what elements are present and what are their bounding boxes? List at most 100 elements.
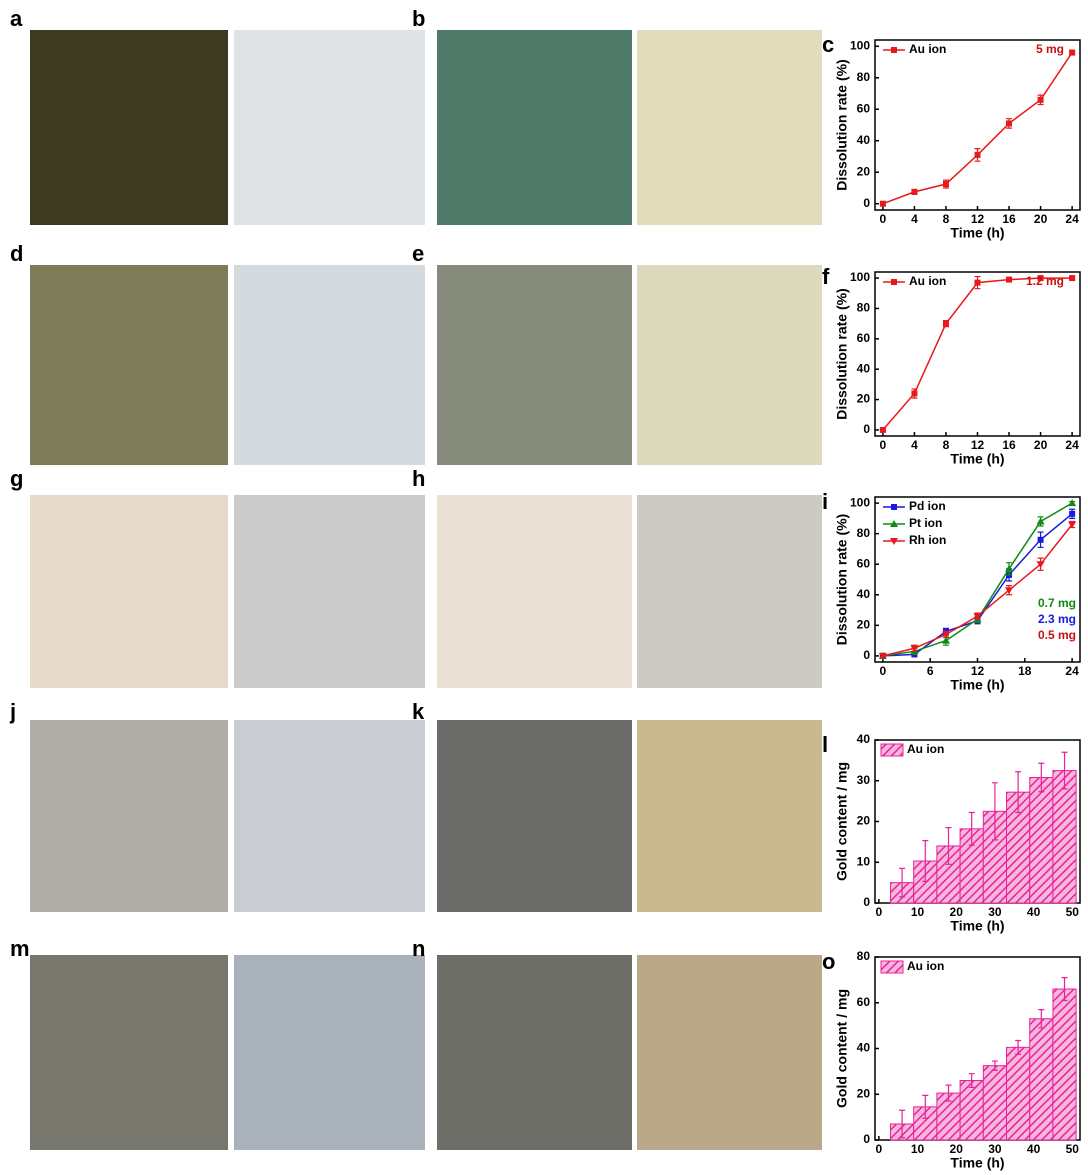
x-tick-label: 4 bbox=[911, 438, 918, 452]
x-tick-label: 8 bbox=[943, 212, 950, 226]
y-tick-label: 0 bbox=[863, 422, 870, 436]
annotation: 0.5 mg bbox=[1038, 628, 1076, 642]
y-tick-label: 60 bbox=[857, 331, 871, 345]
y-tick-label: 20 bbox=[857, 1086, 871, 1100]
photo bbox=[30, 720, 228, 912]
legend-marker bbox=[891, 504, 897, 510]
photo bbox=[437, 30, 632, 225]
legend-swatch bbox=[881, 744, 903, 756]
y-axis-label: Dissolution rate (%) bbox=[834, 59, 850, 190]
marker bbox=[975, 280, 981, 286]
photo bbox=[437, 720, 632, 912]
marker bbox=[1037, 517, 1045, 524]
figure: abdeghjkmnc02040608010004812162024Time (… bbox=[0, 0, 1088, 1175]
y-tick-label: 40 bbox=[857, 1041, 871, 1055]
bar bbox=[1007, 1047, 1030, 1140]
photo bbox=[637, 720, 822, 912]
series-line bbox=[883, 53, 1072, 204]
panel-label: a bbox=[10, 6, 23, 31]
photo bbox=[637, 30, 822, 225]
photo bbox=[437, 955, 632, 1150]
marker bbox=[911, 189, 917, 195]
bar bbox=[1030, 777, 1053, 903]
photo bbox=[234, 265, 425, 465]
y-axis-label: Dissolution rate (%) bbox=[834, 514, 850, 645]
y-tick-label: 30 bbox=[857, 773, 871, 787]
x-axis-label: Time (h) bbox=[950, 677, 1004, 693]
x-tick-label: 20 bbox=[1034, 212, 1048, 226]
photo bbox=[234, 720, 425, 912]
panel-label: e bbox=[412, 241, 424, 266]
x-tick-label: 10 bbox=[911, 1142, 925, 1156]
x-tick-label: 18 bbox=[1018, 664, 1032, 678]
bar bbox=[983, 1066, 1006, 1140]
x-tick-label: 0 bbox=[880, 212, 887, 226]
y-tick-label: 60 bbox=[857, 556, 871, 570]
y-tick-label: 40 bbox=[857, 732, 871, 746]
marker bbox=[880, 427, 886, 433]
y-tick-label: 60 bbox=[857, 101, 871, 115]
y-tick-label: 0 bbox=[863, 895, 870, 909]
panel-label: d bbox=[10, 241, 23, 266]
photo bbox=[637, 265, 822, 465]
panel-label: j bbox=[9, 699, 16, 724]
marker bbox=[1006, 277, 1012, 283]
y-tick-label: 20 bbox=[857, 392, 871, 406]
x-tick-label: 4 bbox=[911, 212, 918, 226]
marker bbox=[1068, 499, 1076, 506]
legend-label: Rh ion bbox=[909, 533, 946, 547]
annotation: 5 mg bbox=[1036, 42, 1064, 56]
marker bbox=[1038, 537, 1044, 543]
bar bbox=[1053, 989, 1076, 1140]
marker bbox=[943, 321, 949, 327]
marker bbox=[1006, 120, 1012, 126]
y-tick-label: 80 bbox=[857, 70, 871, 84]
y-axis-label: Dissolution rate (%) bbox=[834, 288, 850, 419]
bar bbox=[1053, 771, 1076, 903]
x-tick-label: 24 bbox=[1065, 664, 1079, 678]
panel-label: i bbox=[822, 489, 828, 514]
x-tick-label: 0 bbox=[876, 1142, 883, 1156]
x-axis-label: Time (h) bbox=[950, 225, 1004, 241]
photo bbox=[637, 955, 822, 1150]
y-tick-label: 10 bbox=[857, 854, 871, 868]
y-tick-label: 100 bbox=[850, 270, 870, 284]
legend-label: Pd ion bbox=[909, 499, 946, 513]
y-tick-label: 20 bbox=[857, 164, 871, 178]
y-axis-label: Gold content / mg bbox=[834, 762, 850, 881]
legend-marker bbox=[891, 279, 897, 285]
plot-frame bbox=[875, 40, 1080, 210]
y-tick-label: 80 bbox=[857, 949, 871, 963]
y-tick-label: 0 bbox=[863, 196, 870, 210]
marker bbox=[975, 152, 981, 158]
panel-label: b bbox=[412, 6, 425, 31]
photo bbox=[30, 955, 228, 1150]
y-tick-label: 80 bbox=[857, 301, 871, 315]
panel-label: g bbox=[10, 466, 23, 491]
photo bbox=[637, 495, 822, 688]
y-tick-label: 100 bbox=[850, 38, 870, 52]
y-tick-label: 0 bbox=[863, 648, 870, 662]
legend-swatch bbox=[881, 961, 903, 973]
x-tick-label: 6 bbox=[927, 664, 934, 678]
y-tick-label: 20 bbox=[857, 814, 871, 828]
photo bbox=[234, 30, 425, 225]
annotation: 2.3 mg bbox=[1038, 612, 1076, 626]
x-tick-label: 20 bbox=[1034, 438, 1048, 452]
panel-label: f bbox=[822, 264, 830, 289]
bar bbox=[1030, 1019, 1053, 1140]
legend-label: Au ion bbox=[909, 42, 946, 56]
panel-label: o bbox=[822, 949, 835, 974]
marker bbox=[1069, 50, 1075, 56]
marker bbox=[943, 181, 949, 187]
annotation: 0.7 mg bbox=[1038, 596, 1076, 610]
panel-label: h bbox=[412, 466, 425, 491]
x-axis-label: Time (h) bbox=[950, 918, 1004, 934]
marker bbox=[911, 390, 917, 396]
annotation: 1.2 mg bbox=[1026, 274, 1064, 288]
photo bbox=[30, 495, 228, 688]
legend-label: Au ion bbox=[907, 742, 944, 756]
bar bbox=[960, 1081, 983, 1140]
panel-label: c bbox=[822, 32, 834, 57]
marker bbox=[1069, 511, 1075, 517]
